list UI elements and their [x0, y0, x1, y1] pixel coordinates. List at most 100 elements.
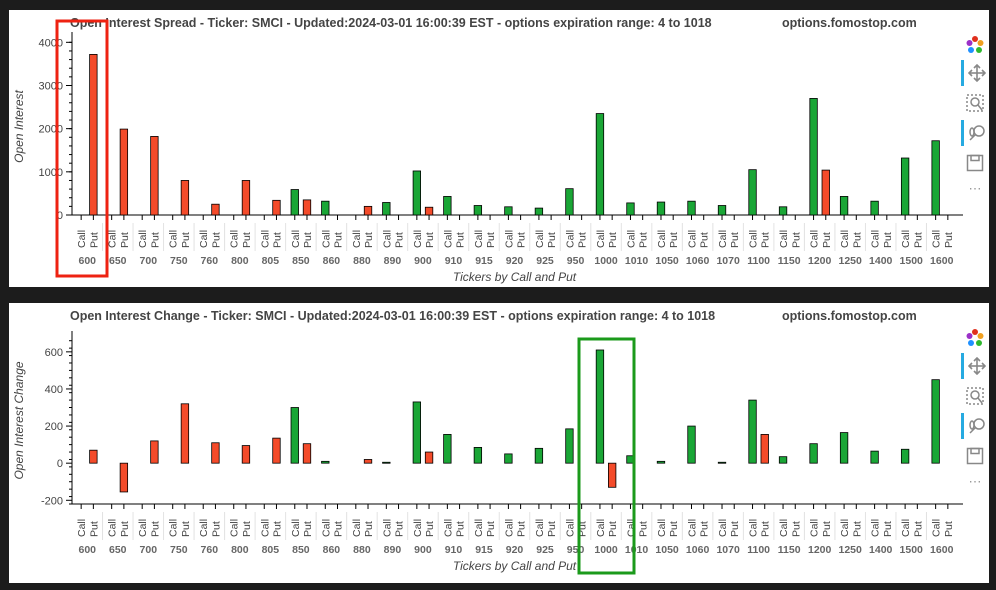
x-sub-label: Put: [302, 521, 314, 537]
wheel-zoom-icon: [968, 418, 985, 434]
x-sub-label: Put: [821, 232, 833, 248]
x-sub-label: Call: [473, 519, 485, 537]
y-tick-label: 200: [45, 421, 63, 433]
open-interest-spread-panel: Open Interest Spread - Ticker: SMCI - Up…: [9, 10, 989, 287]
ticker-label: 1100: [747, 255, 770, 267]
ticker-label: 1150: [778, 544, 801, 556]
call-bar: [900, 157, 910, 216]
call-bar: [778, 206, 788, 216]
y-tick-label: 0: [57, 210, 63, 222]
put-bar: [363, 459, 373, 464]
call-bar: [809, 98, 818, 216]
more-icon[interactable]: ⋯: [968, 474, 982, 489]
x-sub-label: Put: [333, 232, 345, 248]
x-sub-label: Call: [259, 519, 271, 537]
call-bar: [839, 432, 849, 464]
open-interest-change-panel: Open Interest Change - Ticker: SMCI - Up…: [9, 303, 989, 583]
put-bar: [608, 462, 617, 488]
x-sub-label: Call: [351, 230, 363, 248]
x-sub-label: Call: [534, 519, 546, 537]
ticker-label: 1400: [869, 544, 893, 556]
x-sub-label: Call: [900, 519, 912, 537]
put-bar: [150, 136, 159, 216]
x-sub-label: Put: [485, 521, 497, 537]
x-sub-label: Call: [778, 230, 790, 248]
ticker-label: 1100: [747, 544, 770, 556]
x-sub-label: Call: [442, 230, 454, 248]
call-bar: [595, 113, 605, 216]
x-sub-label: Call: [717, 519, 729, 537]
ticker-label: 950: [567, 544, 585, 556]
x-sub-label: Put: [241, 232, 253, 248]
save-icon[interactable]: [961, 150, 989, 176]
pan-icon[interactable]: [961, 60, 989, 86]
put-bar: [119, 128, 129, 216]
x-sub-label: Put: [729, 521, 741, 537]
bokeh-logo-icon: [966, 329, 984, 346]
call-bar: [534, 207, 544, 216]
x-sub-label: Put: [912, 232, 924, 248]
ticker-label: 1060: [686, 255, 710, 267]
put-bar: [272, 199, 281, 216]
x-sub-label: Call: [687, 519, 699, 537]
ticker-label: 950: [567, 255, 585, 267]
x-sub-label: Call: [76, 230, 88, 248]
x-sub-label: Call: [442, 519, 454, 537]
more-icon[interactable]: ⋯: [968, 181, 982, 196]
ticker-label: 650: [109, 255, 127, 267]
wheel-zoom-icon[interactable]: [961, 120, 989, 146]
ticker-label: 890: [384, 255, 402, 267]
save-icon: [966, 154, 984, 172]
y-tick-label: 400: [45, 384, 63, 396]
x-axis-label: Tickers by Call and Put: [453, 559, 577, 573]
put-bar: [180, 403, 190, 464]
x-sub-label: Put: [668, 521, 680, 537]
put-bar: [302, 443, 312, 464]
chart-site: options.fomostop.com: [782, 16, 917, 30]
save-icon: [966, 447, 984, 465]
x-sub-label: Call: [900, 230, 912, 248]
ticker-label: 760: [201, 255, 219, 267]
pan-icon[interactable]: [961, 353, 989, 379]
box-zoom-icon[interactable]: [961, 383, 989, 409]
call-bar: [717, 205, 727, 216]
ticker-label: 1250: [839, 255, 863, 267]
bokeh-logo-icon[interactable]: [961, 32, 989, 58]
box-zoom-icon[interactable]: [961, 90, 989, 116]
ticker-label: 915: [475, 255, 493, 267]
x-sub-label: Put: [394, 232, 406, 248]
call-bar: [382, 461, 391, 464]
call-bar: [504, 453, 513, 464]
x-sub-label: Call: [229, 230, 241, 248]
y-axis-label: Open Interest Change: [12, 361, 26, 479]
x-sub-label: Call: [717, 230, 729, 248]
x-sub-label: Call: [931, 519, 943, 537]
call-bar: [443, 196, 452, 216]
y-tick-label: 1000: [39, 167, 63, 179]
ticker-label: 750: [170, 255, 188, 267]
ticker-label: 1070: [716, 255, 740, 267]
x-sub-label: Put: [149, 521, 161, 537]
save-icon[interactable]: [961, 443, 989, 469]
ticker-label: 1600: [930, 255, 954, 267]
put-bar: [119, 462, 129, 493]
x-sub-label: Call: [687, 230, 699, 248]
call-bar: [870, 200, 879, 216]
ticker-label: 1150: [778, 255, 801, 267]
call-bar: [656, 460, 666, 464]
ticker-label: 805: [262, 255, 280, 267]
wheel-zoom-icon[interactable]: [961, 413, 989, 439]
x-sub-label: Call: [412, 230, 424, 248]
highlight-box-green: [577, 337, 636, 575]
ticker-label: 600: [78, 255, 96, 267]
x-sub-label: Call: [107, 230, 119, 248]
call-bar: [504, 206, 513, 216]
x-sub-label: Put: [455, 521, 467, 537]
y-tick-label: 3000: [39, 80, 63, 92]
x-sub-label: Put: [851, 521, 863, 537]
x-sub-label: Call: [809, 519, 821, 537]
ticker-label: 860: [323, 544, 341, 556]
bokeh-logo-icon[interactable]: [961, 325, 989, 351]
ticker-label: 800: [231, 255, 249, 267]
x-sub-label: Call: [168, 519, 180, 537]
